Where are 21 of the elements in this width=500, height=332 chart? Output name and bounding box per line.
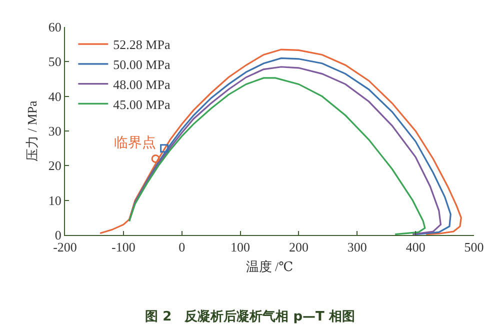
text: 图 2 反凝析后凝析气相 p—T 相图 — [145, 308, 355, 324]
y-tick-label: 30 — [48, 124, 62, 139]
y-tick-label: 60 — [48, 20, 62, 35]
y-tick-label: 20 — [48, 158, 62, 174]
legend-label: 48.00 MPa — [113, 76, 170, 92]
x-tick-label: -100 — [112, 240, 136, 255]
x-tick-label: 200 — [288, 240, 308, 255]
x-tick-label: 100 — [230, 240, 250, 255]
x-tick-label: 300 — [347, 240, 367, 255]
y-tick-label: 10 — [48, 192, 62, 208]
legend-label: 45.00 MPa — [113, 96, 170, 112]
annotation: 临界点 — [114, 135, 156, 151]
legend-label: 50.00 MPa — [113, 57, 170, 72]
x-tick-label: 500 — [464, 240, 484, 255]
x-tick-label: 0 — [178, 240, 186, 255]
y-tick-label: 50 — [48, 54, 62, 70]
x-axis-title: 温度 /℃ — [246, 259, 294, 274]
x-tick-label: 400 — [406, 240, 426, 255]
y-tick-label: 40 — [48, 88, 62, 104]
legend-label: 52.28 MPa — [113, 37, 170, 52]
y-axis-title: 压力 / MPa — [24, 100, 40, 162]
